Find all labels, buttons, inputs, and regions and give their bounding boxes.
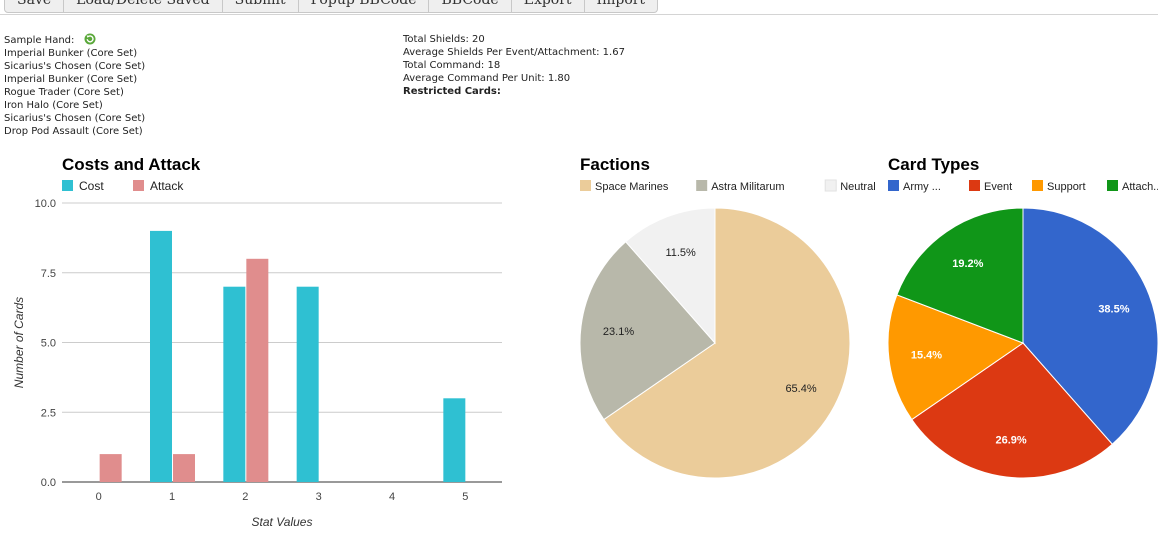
refresh-icon[interactable] xyxy=(84,33,96,45)
bar-cost xyxy=(443,398,466,482)
y-tick-label: 0.0 xyxy=(41,477,56,489)
x-tick-label: 4 xyxy=(389,491,395,503)
legend-label: Event xyxy=(984,181,1012,193)
legend-label: Support xyxy=(1047,181,1086,193)
load-delete-saved-button[interactable]: Load/Delete Saved xyxy=(64,0,223,13)
slice-label: 15.4% xyxy=(911,350,942,362)
slice-label: 19.2% xyxy=(952,258,983,270)
legend-label: Astra Militarum xyxy=(711,181,784,193)
x-axis-label: Stat Values xyxy=(252,515,313,529)
legend-label: Neutral xyxy=(840,181,875,193)
bar-cost xyxy=(296,286,319,482)
y-tick-label: 10.0 xyxy=(35,198,56,210)
deck-stats: Total Shields: 20 Average Shields Per Ev… xyxy=(403,33,625,98)
import-button[interactable]: Import xyxy=(584,0,659,13)
slice-label: 23.1% xyxy=(603,326,634,338)
popup-bbcode-button[interactable]: Popup BBCode xyxy=(298,0,430,13)
legend-label: Space Marines xyxy=(595,181,669,193)
total-shields: Total Shields: 20 xyxy=(403,34,485,45)
x-tick-label: 5 xyxy=(462,491,468,503)
x-tick-label: 2 xyxy=(242,491,248,503)
legend-swatch xyxy=(824,179,837,192)
avg-shields: Average Shields Per Event/Attachment: 1.… xyxy=(403,47,625,58)
pie-slice xyxy=(579,241,716,421)
y-tick-label: 2.5 xyxy=(41,407,56,419)
hand-card: Imperial Bunker (Core Set) xyxy=(4,74,138,85)
legend-swatch xyxy=(62,180,73,191)
y-tick-label: 7.5 xyxy=(41,268,56,280)
toolbar: Save Load/Delete Saved Submit Popup BBCo… xyxy=(4,0,659,14)
sample-hand: Sample Hand: Imperial Bunker (Core Set) … xyxy=(4,33,145,138)
hand-card: Sicarius's Chosen (Core Set) xyxy=(4,113,146,124)
pie-slice xyxy=(911,342,1113,479)
pie-slice xyxy=(603,207,851,479)
hand-card: Iron Halo (Core Set) xyxy=(4,100,103,111)
hand-card: Rogue Trader (Core Set) xyxy=(4,87,124,98)
chart-title: Factions xyxy=(580,155,650,174)
legend-label: Cost xyxy=(79,179,104,193)
pie-slice xyxy=(1022,207,1158,445)
hand-card: Drop Pod Assault (Core Set) xyxy=(4,126,143,137)
bbcode-button[interactable]: BBCode xyxy=(429,0,512,13)
y-axis-label: Number of Cards xyxy=(12,297,26,388)
toolbar-divider xyxy=(0,14,1158,15)
save-button[interactable]: Save xyxy=(4,0,65,13)
legend-swatch xyxy=(1032,180,1043,191)
slice-label: 11.5% xyxy=(665,247,696,259)
legend-swatch xyxy=(696,180,708,191)
slice-label: 65.4% xyxy=(785,383,816,395)
x-tick-label: 0 xyxy=(96,491,102,503)
legend-swatch xyxy=(969,180,980,191)
hand-card: Imperial Bunker (Core Set) xyxy=(4,48,138,59)
export-button[interactable]: Export xyxy=(511,0,585,13)
bar-attack xyxy=(99,454,122,482)
chart-title: Costs and Attack xyxy=(62,155,201,174)
x-tick-label: 1 xyxy=(169,491,175,503)
legend-swatch xyxy=(133,180,144,191)
total-command: Total Command: 18 xyxy=(403,60,501,71)
legend-label: Attach... xyxy=(1122,181,1158,193)
pie-slice xyxy=(625,207,716,345)
legend-label: Attack xyxy=(150,179,184,193)
sample-hand-label: Sample Hand: xyxy=(4,35,75,46)
bar-attack xyxy=(246,258,269,482)
slice-label: 38.5% xyxy=(1098,304,1129,316)
avg-command: Average Command Per Unit: 1.80 xyxy=(403,73,571,84)
slice-label: 26.9% xyxy=(996,434,1027,446)
legend-swatch xyxy=(888,180,899,191)
legend-swatch xyxy=(580,180,591,191)
bar-cost xyxy=(150,230,172,482)
y-tick-label: 5.0 xyxy=(41,338,56,350)
legend-swatch xyxy=(1107,180,1118,191)
chart-title: Card Types xyxy=(888,155,979,174)
pie-slice xyxy=(896,207,1024,344)
submit-button[interactable]: Submit xyxy=(222,0,299,13)
pie-slice xyxy=(887,294,1025,421)
bar-cost xyxy=(223,286,246,482)
legend-label: Army ... xyxy=(903,181,941,193)
hand-card: Sicarius's Chosen (Core Set) xyxy=(4,61,146,72)
restricted-cards: Restricted Cards: xyxy=(403,86,501,97)
x-tick-label: 3 xyxy=(316,491,322,503)
bar-attack xyxy=(173,454,195,482)
